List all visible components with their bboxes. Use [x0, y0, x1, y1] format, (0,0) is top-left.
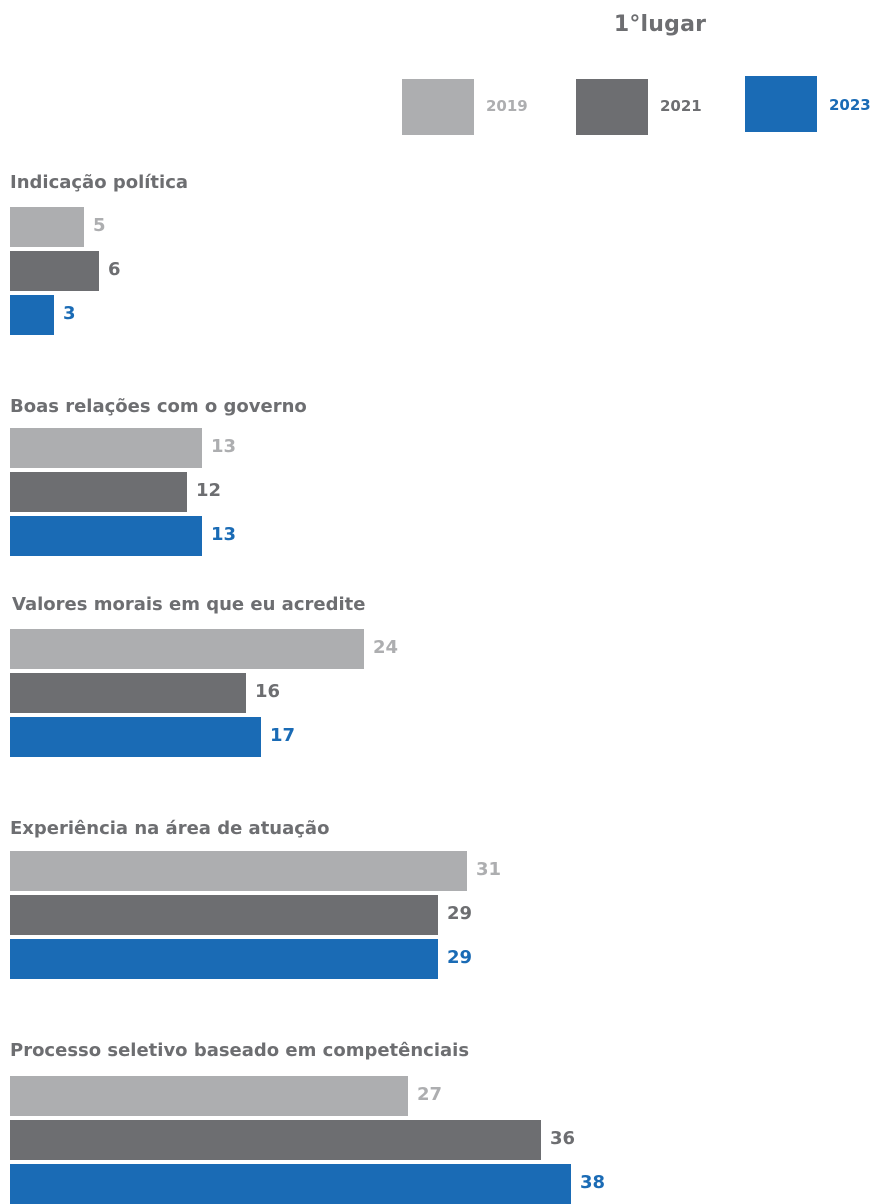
bar-2019 [10, 629, 364, 669]
bar-value-label: 3 [63, 303, 76, 324]
legend-label-2023: 2023 [829, 96, 871, 114]
bar-2019 [10, 207, 84, 247]
bar-2023 [10, 939, 438, 979]
bar-2021 [10, 472, 187, 512]
bar-value-label: 36 [550, 1128, 576, 1149]
bar-value-label: 29 [447, 903, 473, 924]
bar-2019 [10, 851, 467, 891]
category-label: Experiência na área de atuação [10, 818, 330, 839]
bar-value-label: 16 [255, 681, 281, 702]
bar-2021 [10, 673, 246, 713]
bar-value-label: 13 [211, 436, 237, 457]
bar-value-label: 29 [447, 947, 473, 968]
bar-value-label: 38 [580, 1172, 606, 1193]
bar-2023 [10, 516, 202, 556]
category-label: Boas relações com o governo [10, 396, 307, 417]
legend-swatch-2019 [402, 79, 474, 135]
bar-value-label: 12 [196, 480, 222, 501]
bar-2021 [10, 251, 99, 291]
bar-2023 [10, 1164, 571, 1204]
chart-title: 1°lugar [613, 12, 707, 37]
bar-value-label: 24 [373, 637, 399, 658]
bar-value-label: 5 [93, 215, 106, 236]
legend-swatch-2021 [576, 79, 648, 135]
bar-value-label: 31 [476, 859, 502, 880]
category-label: Processo seletivo baseado em competência… [10, 1040, 470, 1061]
bar-2023 [10, 717, 261, 757]
bar-value-label: 13 [211, 524, 237, 545]
bar-value-label: 6 [108, 259, 121, 280]
category-label: Indicação política [10, 172, 189, 193]
legend-swatch-2023 [745, 76, 817, 132]
category-label: Valores morais em que eu acredite [12, 594, 366, 615]
legend-label-2021: 2021 [660, 97, 702, 115]
bar-2021 [10, 1120, 541, 1160]
bar-2019 [10, 428, 202, 468]
legend-label-2019: 2019 [486, 97, 528, 115]
bar-2021 [10, 895, 438, 935]
bar-2023 [10, 295, 54, 335]
bar-2019 [10, 1076, 408, 1116]
bar-value-label: 27 [417, 1084, 443, 1105]
bar-value-label: 17 [270, 725, 296, 746]
